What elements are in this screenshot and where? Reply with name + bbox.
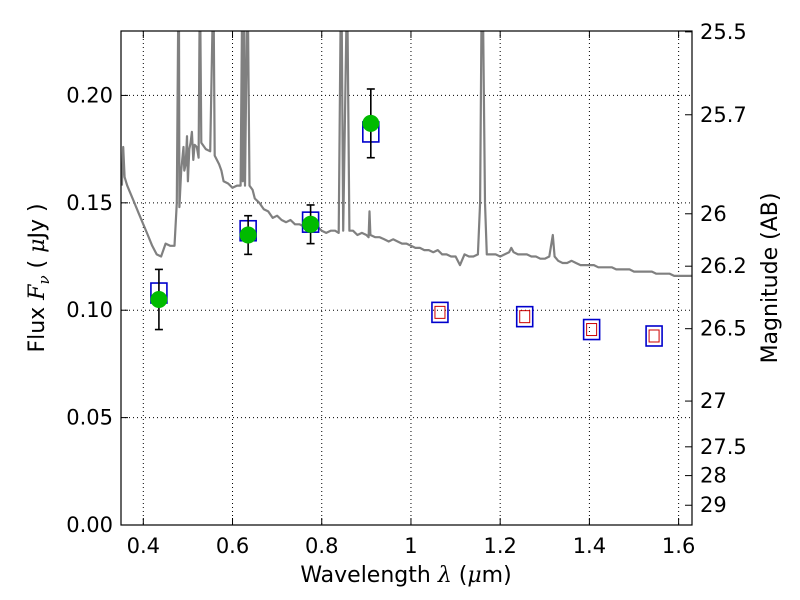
x-tick-label: 1	[404, 534, 417, 558]
right-tick-label: 27.5	[700, 435, 747, 459]
y-tick-label: 0.10	[66, 298, 113, 322]
y-tick-label: 0.05	[66, 406, 113, 430]
y-axis-title: Flux Fν ( μJy )	[25, 203, 53, 352]
nir-model-inner-marker	[586, 323, 598, 337]
right-tick-label: 28	[700, 464, 727, 488]
y-tick-label: 0.15	[66, 191, 113, 215]
nir-model-marker	[645, 325, 663, 347]
right-tick-label: 29	[700, 493, 727, 517]
observed-point	[362, 114, 380, 132]
plot-frame	[120, 30, 693, 526]
right-tick-label: 26	[700, 202, 727, 226]
y-tick-label: 0.00	[66, 513, 113, 537]
right-axis-title: Magnitude (AB)	[758, 193, 783, 364]
nir-model-inner-marker	[434, 305, 446, 319]
y-tick-label: 0.20	[66, 83, 113, 107]
x-tick-label: 0.6	[216, 534, 249, 558]
x-tick-label: 1.4	[573, 534, 606, 558]
nir-model-marker	[431, 301, 449, 324]
right-tick-label: 27	[700, 389, 727, 413]
right-tick-label: 25.5	[700, 20, 747, 44]
grid	[121, 31, 692, 526]
right-tick-label: 26.5	[700, 317, 747, 341]
photometry-points	[150, 88, 663, 347]
x-tick-label: 1.6	[662, 534, 695, 558]
nir-model-marker	[515, 305, 534, 328]
x-tick-label: 1.2	[483, 534, 516, 558]
axis-ticks: 0.4 0.6 0.8 1 1.2 1.4 1.6 0.00 0.05 0.10 0.15 0.20 2…	[66, 20, 747, 558]
right-tick-label: 26.2	[700, 254, 747, 278]
nir-model-marker	[582, 318, 601, 341]
x-axis-title: Wavelength λ (μm)	[300, 563, 511, 588]
observed-point	[239, 226, 257, 244]
observed-point	[302, 215, 320, 233]
x-tick-label: 0.4	[127, 534, 160, 558]
nir-model-inner-marker	[648, 329, 660, 343]
right-tick-label: 25.7	[700, 103, 747, 127]
nir-model-inner-marker	[519, 310, 531, 324]
observed-point	[150, 290, 168, 308]
spectrum-line	[121, 31, 692, 277]
x-tick-label: 0.8	[305, 534, 338, 558]
model-spectrum	[121, 31, 692, 277]
